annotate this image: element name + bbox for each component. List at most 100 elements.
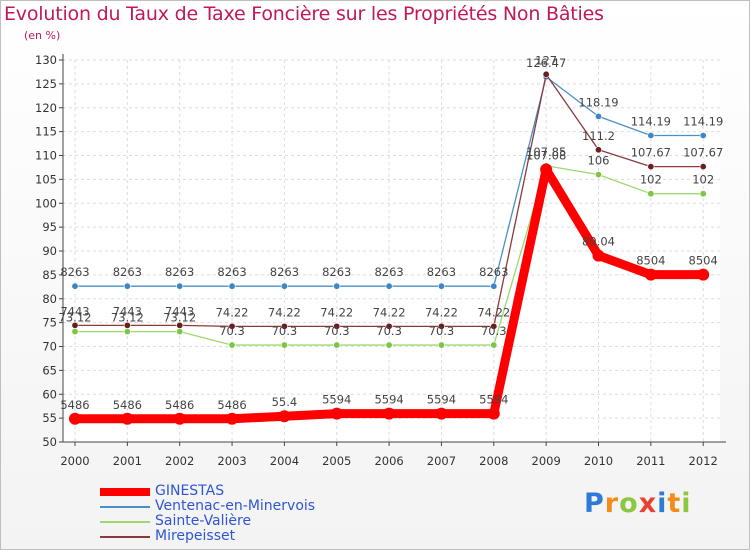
legend-label: GINESTAS <box>155 483 225 499</box>
data-label-ginestas: 8504 <box>636 254 665 268</box>
data-point-mirepeisset <box>490 322 498 330</box>
legend-label: Mirepeisset <box>155 528 236 544</box>
data-label-ventenac-en-minervois: 8263 <box>113 265 142 279</box>
data-point-ventenac-en-minervois <box>280 282 288 290</box>
x-tick-label: 2011 <box>636 454 665 468</box>
data-label-ventenac-en-minervois: 114.19 <box>683 114 723 128</box>
data-label-ginestas: 55.4 <box>272 395 298 409</box>
data-label-mirepeisset: 74.22 <box>373 305 406 319</box>
data-label-sainte-vali-re: 73.12 <box>59 311 92 325</box>
data-point-mirepeisset <box>123 321 131 329</box>
data-point-mirepeisset <box>176 321 184 329</box>
data-point-sainte-vali-re <box>228 341 236 349</box>
y-tick-label: 105 <box>35 172 57 186</box>
data-point-sainte-vali-re <box>385 341 393 349</box>
data-label-mirepeisset: 107.67 <box>683 146 723 160</box>
data-label-ginestas: 5594 <box>479 393 508 407</box>
data-label-ventenac-en-minervois: 8263 <box>479 265 508 279</box>
data-point-mirepeisset <box>594 146 602 154</box>
proxiti-logo: Proxiti <box>584 488 692 519</box>
legend-swatch <box>100 536 150 538</box>
chart-legend: GINESTAS Ventenac-en-Minervois Sainte-Vali… <box>100 483 360 544</box>
data-label-mirepeisset: 74.22 <box>268 305 301 319</box>
data-point-sainte-vali-re <box>594 171 602 179</box>
y-tick-label: 80 <box>42 292 57 306</box>
x-tick-label: 2001 <box>113 454 142 468</box>
data-point-ventenac-en-minervois <box>228 282 236 290</box>
x-tick-label: 2010 <box>584 454 613 468</box>
legend-swatch <box>100 506 150 508</box>
data-point-sainte-vali-re <box>71 328 79 336</box>
y-tick-label: 65 <box>42 363 57 377</box>
data-label-sainte-vali-re: 102 <box>692 173 714 187</box>
data-label-sainte-vali-re: 73.12 <box>111 311 144 325</box>
data-label-ginestas: 5486 <box>165 398 194 412</box>
x-tick-label: 2009 <box>532 454 561 468</box>
y-tick-label: 115 <box>35 125 57 139</box>
legend-label: Sainte-Valière <box>155 513 252 529</box>
data-point-mirepeisset <box>647 163 655 171</box>
data-label-ginestas: 89.04 <box>582 235 615 249</box>
legend-item-ginestas: GINESTAS <box>100 483 360 499</box>
data-point-sainte-vali-re <box>437 341 445 349</box>
data-label-mirepeisset: 107.67 <box>631 146 671 160</box>
data-label-sainte-vali-re: 102 <box>640 173 662 187</box>
data-label-ginestas: 107.08 <box>526 148 566 162</box>
data-point-ginestas <box>487 407 500 420</box>
y-tick-label: 110 <box>35 149 57 163</box>
data-point-ventenac-en-minervois <box>647 131 655 139</box>
data-label-ginestas: 5486 <box>217 398 246 412</box>
y-tick-label: 120 <box>35 101 57 115</box>
logo-letter: r <box>604 488 620 519</box>
y-tick-label: 90 <box>42 244 57 258</box>
data-label-ventenac-en-minervois: 8263 <box>427 265 456 279</box>
data-point-mirepeisset <box>437 322 445 330</box>
y-tick-label: 75 <box>42 316 57 330</box>
data-point-sainte-vali-re <box>490 341 498 349</box>
data-point-ginestas <box>278 410 291 423</box>
data-label-mirepeisset: 7443 <box>113 304 142 318</box>
data-label-mirepeisset: 7443 <box>165 304 194 318</box>
data-point-ventenac-en-minervois <box>699 131 707 139</box>
chart-unit-label: (en %) <box>24 29 61 42</box>
chart-title: Evolution du Taux de Taxe Foncière sur l… <box>4 3 604 25</box>
data-point-ginestas <box>173 412 186 425</box>
data-point-ventenac-en-minervois <box>490 282 498 290</box>
data-point-ginestas <box>697 268 710 281</box>
data-label-ventenac-en-minervois: 8263 <box>165 265 194 279</box>
data-label-ginestas: 5594 <box>374 393 403 407</box>
data-point-ginestas <box>69 412 81 425</box>
legend-item-mirepeisset: Mirepeisset <box>100 528 360 544</box>
data-point-mirepeisset <box>542 70 550 78</box>
data-label-ginestas: 5594 <box>322 393 351 407</box>
data-label-ventenac-en-minervois: 8263 <box>270 265 299 279</box>
data-label-ginestas: 8504 <box>689 254 718 268</box>
data-label-ventenac-en-minervois: 114.19 <box>631 114 671 128</box>
data-label-ginestas: 5486 <box>60 398 89 412</box>
legend-label: Ventenac-en-Minervois <box>155 498 316 514</box>
data-point-mirepeisset <box>385 322 393 330</box>
data-label-sainte-vali-re: 73.12 <box>163 311 196 325</box>
data-label-sainte-vali-re: 70.3 <box>272 324 298 338</box>
data-point-ginestas <box>644 268 657 281</box>
y-tick-label: 70 <box>42 340 57 354</box>
legend-item-sainte-vali-re: Sainte-Valière <box>100 513 360 529</box>
x-tick-label: 2000 <box>60 454 89 468</box>
data-point-sainte-vali-re <box>280 341 288 349</box>
legend-item-ventenac-en-minervois: Ventenac-en-Minervois <box>100 498 360 514</box>
data-label-mirepeisset: 74.22 <box>425 305 458 319</box>
y-tick-label: 125 <box>35 77 57 91</box>
data-point-ventenac-en-minervois <box>385 282 393 290</box>
data-point-ventenac-en-minervois <box>123 282 131 290</box>
data-point-sainte-vali-re <box>176 328 184 336</box>
y-tick-label: 100 <box>35 196 57 210</box>
data-point-ginestas <box>383 407 396 420</box>
data-label-mirepeisset: 7443 <box>60 304 89 318</box>
data-point-ginestas <box>330 407 343 420</box>
data-label-ventenac-en-minervois: 8263 <box>322 265 351 279</box>
data-point-mirepeisset <box>699 163 707 171</box>
data-label-ventenac-en-minervois: 118.19 <box>578 95 618 109</box>
data-point-ginestas <box>435 407 448 420</box>
data-label-sainte-vali-re: 107.85 <box>526 145 566 159</box>
